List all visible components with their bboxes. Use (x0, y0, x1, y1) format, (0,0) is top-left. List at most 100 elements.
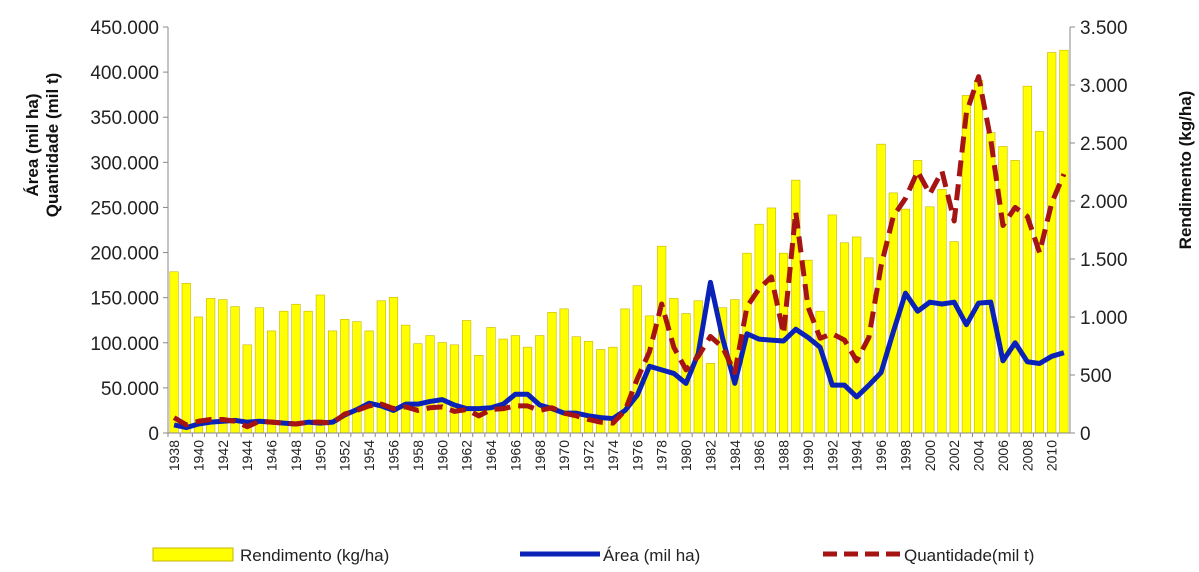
x-tick-label: 1938 (166, 440, 182, 471)
left-axis-title-line1: Área (mil ha) (23, 94, 42, 197)
x-tick-label: 2002 (946, 440, 962, 471)
x-tick-label: 1992 (824, 440, 840, 471)
bar-1971 (571, 336, 581, 434)
x-tick-label: 1974 (605, 440, 621, 471)
bar-1950 (315, 294, 325, 434)
left-tick-label: 50.000 (101, 379, 159, 400)
x-tick-label: 1996 (873, 440, 889, 471)
legend: Rendimento (kg/ha) Área (mil ha) Quantid… (152, 546, 1034, 565)
bar-1938 (169, 271, 179, 434)
bar-2000 (925, 206, 935, 434)
left-tick-label: 250.000 (90, 198, 159, 219)
bar-1979 (669, 298, 679, 434)
line-quantidade (172, 74, 1067, 430)
x-tick-label: 1940 (190, 440, 206, 471)
bar-1961 (449, 344, 460, 434)
bar-series-rendimento (169, 49, 1069, 434)
legend-swatch-rendimento (152, 547, 234, 562)
right-tick-label: 1.500 (1080, 250, 1128, 271)
x-tick-label: 1978 (654, 440, 670, 471)
left-tick-label: 150.000 (90, 289, 159, 310)
bar-2002 (949, 241, 959, 434)
bar-1958 (413, 343, 423, 434)
line-series-group (172, 74, 1067, 431)
x-tick-label: 1944 (239, 440, 255, 471)
bar-1969 (547, 312, 557, 434)
x-tick-label: 1972 (581, 440, 597, 471)
bar-1946 (267, 330, 277, 434)
x-tick-label: 1948 (288, 440, 304, 471)
x-tick-label: 1958 (410, 440, 426, 471)
x-tick-label: 1970 (556, 440, 572, 471)
bar-2010 (1047, 52, 1057, 434)
left-tick-label: 0 (148, 424, 159, 445)
bar-2009 (1034, 131, 1045, 434)
x-tick-label: 2004 (971, 440, 987, 471)
x-tick-label: 1990 (800, 440, 816, 471)
right-axis-title: Rendimento (kg/ha) (1176, 91, 1195, 250)
x-tick-label: 1988 (776, 440, 792, 471)
bar-1991 (815, 310, 825, 434)
bar-1949 (303, 310, 313, 434)
bar-2011 (1059, 49, 1069, 434)
x-tick-label: 1952 (337, 440, 353, 471)
bar-1963 (474, 354, 484, 434)
x-tick-label: 1950 (312, 440, 328, 471)
bar-1987 (766, 207, 776, 434)
bar-2004 (974, 80, 984, 434)
bar-1960 (437, 342, 447, 434)
bar-1967 (523, 346, 533, 434)
bar-1953 (352, 321, 362, 434)
bar-1959 (425, 335, 435, 434)
bar-1964 (486, 327, 496, 434)
x-tick-label: 1946 (264, 440, 280, 471)
bar-1945 (254, 307, 264, 434)
x-tick-label: 1994 (849, 440, 865, 471)
bar-1965 (498, 338, 508, 434)
right-tick-label: 0 (1080, 424, 1091, 445)
bar-2001 (937, 189, 947, 434)
bar-1954 (364, 330, 374, 434)
bar-1994 (852, 236, 862, 434)
right-tick-label: 3.000 (1080, 76, 1128, 97)
x-tick-label: 1982 (702, 440, 718, 471)
right-tick-label: 2.500 (1080, 134, 1128, 155)
x-tick-label: 1968 (532, 440, 548, 471)
x-tick-label: 1998 (897, 440, 913, 471)
x-tick-label: 1980 (678, 440, 694, 471)
x-tick-label: 1976 (629, 440, 645, 471)
right-tick-label: 3.500 (1080, 18, 1128, 39)
x-tick-label: 1956 (386, 440, 402, 471)
x-tick-label: 1954 (361, 440, 377, 471)
bar-1999 (913, 160, 923, 434)
left-tick-label: 450.000 (90, 18, 159, 39)
left-tick-label: 400.000 (90, 63, 159, 84)
x-tick-label: 1986 (751, 440, 767, 471)
bar-1962 (462, 320, 472, 434)
bar-1976 (632, 285, 642, 434)
bar-1955 (376, 300, 386, 434)
bar-1966 (510, 335, 520, 434)
bar-1942 (218, 299, 228, 434)
left-tick-label: 200.000 (90, 244, 159, 265)
bar-1947 (279, 310, 289, 434)
bar-1992 (827, 214, 837, 434)
left-tick-label: 300.000 (90, 153, 159, 174)
x-tick-label: 1984 (727, 440, 743, 471)
x-tick-label: 1966 (507, 440, 523, 471)
bar-1940 (193, 316, 204, 434)
bar-1982 (705, 363, 715, 434)
left-tick-label: 100.000 (90, 334, 159, 355)
bar-1968 (535, 335, 545, 434)
axes-group: 0 50.000 100.000 150.000 200.000 250.000 300.0… (90, 18, 1127, 471)
right-tick-label: 1.000 (1080, 308, 1128, 329)
x-tick-label: 1960 (434, 440, 450, 471)
bar-1948 (291, 303, 301, 434)
x-tick-label: 1964 (483, 440, 499, 471)
x-tick-label: 1942 (215, 440, 231, 471)
legend-label-area: Área (mil ha) (603, 546, 700, 565)
bar-1986 (754, 223, 764, 434)
bar-1941 (206, 298, 216, 434)
bar-2008 (1022, 85, 1032, 434)
